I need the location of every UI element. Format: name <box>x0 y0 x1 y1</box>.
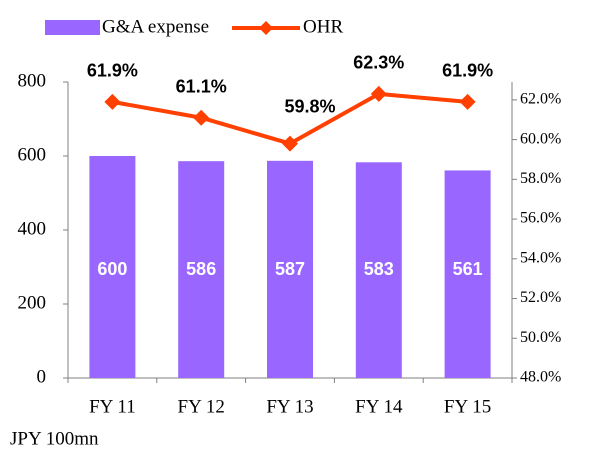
y2-tick-label: 50.0% <box>520 329 561 346</box>
bar-value-label: 587 <box>275 259 305 279</box>
bar <box>444 170 491 378</box>
bar <box>89 156 136 378</box>
x-tick-label: FY 11 <box>89 396 136 417</box>
legend-swatch <box>45 20 100 35</box>
legend-label: OHR <box>303 16 343 37</box>
bar-value-label: 600 <box>97 259 127 279</box>
line-value-label: 61.9% <box>87 61 138 81</box>
unit-note: JPY 100mn <box>10 428 99 449</box>
bar <box>267 160 313 378</box>
x-tick-label: FY 12 <box>178 396 225 417</box>
x-tick-label: FY 14 <box>355 396 403 417</box>
x-tick-label: FY 13 <box>266 396 313 417</box>
y-tick-label: 200 <box>18 292 47 313</box>
line-value-label: 59.8% <box>284 96 335 116</box>
y-tick-label: 0 <box>37 366 47 387</box>
y2-tick-label: 56.0% <box>520 210 561 227</box>
bar-value-label: 583 <box>364 259 394 279</box>
bar-value-label: 586 <box>186 259 216 279</box>
line-value-label: 62.3% <box>353 53 404 73</box>
y-tick-label: 400 <box>18 218 47 239</box>
y2-tick-label: 60.0% <box>520 130 561 147</box>
y2-tick-label: 54.0% <box>520 249 561 266</box>
line-value-label: 61.1% <box>176 77 227 97</box>
line-marker <box>282 135 298 152</box>
bar-value-label: 561 <box>453 259 483 279</box>
bar <box>355 162 402 378</box>
legend-label: G&A expense <box>102 16 209 37</box>
y-tick-label: 600 <box>18 144 47 165</box>
y-tick-label: 800 <box>18 70 47 91</box>
line-marker <box>193 109 210 126</box>
line-marker <box>370 85 387 102</box>
line-value-label: 61.9% <box>442 61 493 81</box>
line-marker <box>459 93 476 110</box>
line-marker <box>104 93 121 110</box>
bar <box>178 161 225 378</box>
y2-tick-label: 62.0% <box>520 91 561 108</box>
y2-tick-label: 58.0% <box>520 170 561 187</box>
y2-tick-label: 52.0% <box>520 289 561 306</box>
y2-tick-label: 48.0% <box>520 369 561 386</box>
x-tick-label: FY 15 <box>444 396 491 417</box>
legend-marker <box>259 21 273 35</box>
